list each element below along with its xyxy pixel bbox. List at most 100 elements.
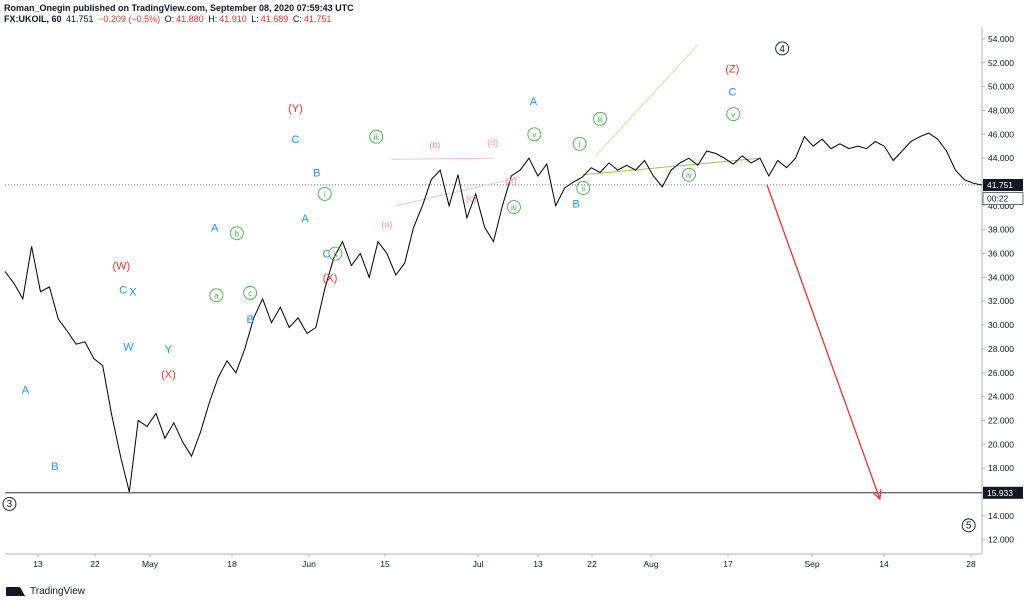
wave-label-iv-30: iv xyxy=(511,203,517,212)
y-tick-label-54.000: 54.000 xyxy=(988,34,1014,44)
wave-label-a-25: (a) xyxy=(381,220,392,230)
wave-label-b-12-circle xyxy=(229,226,244,241)
wave-label-B-18: B xyxy=(313,167,320,179)
y-tick-label-34.000: 34.000 xyxy=(988,272,1014,282)
y-tick-label-32.000: 32.000 xyxy=(988,296,1014,306)
wave-label-v-32-circle xyxy=(527,127,542,142)
y-tick-label-46.000: 46.000 xyxy=(988,129,1014,139)
wave-label-ii-22: ii xyxy=(334,250,338,259)
y-tick-label-30.000: 30.000 xyxy=(988,320,1014,330)
wave-label-Y-16: (Y) xyxy=(288,103,303,115)
close-value: 41.751 xyxy=(303,14,332,24)
open-label: O: xyxy=(164,14,175,24)
wave-label-A-11: A xyxy=(211,222,219,234)
y-tick-label-18.000: 18.000 xyxy=(988,463,1014,473)
wave-label-iv-37: iv xyxy=(686,171,692,180)
y-tick-label-40.000: 40.000 xyxy=(988,201,1014,211)
x-tick-label-Jun: Jun xyxy=(302,559,316,569)
wave-label-5-2-circle xyxy=(961,518,976,533)
wave-label-Z-38: (Z) xyxy=(725,64,739,76)
tradingview-brand: TradingView xyxy=(30,586,86,597)
wave-label-i-34: i xyxy=(579,140,581,149)
wave-label-3-0: 3 xyxy=(7,499,13,510)
wave-label-4-1: 4 xyxy=(779,44,785,55)
x-tick-label-Aug: Aug xyxy=(643,559,658,569)
wave-label-B-33: B xyxy=(572,198,579,210)
y-tick-label-20.000: 20.000 xyxy=(988,439,1014,449)
wave-label-iii-36-circle xyxy=(593,111,608,126)
y-tick-label-36.000: 36.000 xyxy=(988,249,1014,259)
chart-header: Roman_Onegin published on TradingView.co… xyxy=(4,3,354,25)
x-tick-label-17: 17 xyxy=(723,559,733,569)
trend-line-green-faint-3 xyxy=(595,44,699,157)
wave-label-v-40-circle xyxy=(726,107,741,121)
wave-label-c-27: (c) xyxy=(466,194,477,204)
symbol: FX:UKOIL, 60 xyxy=(4,14,62,24)
y-tick-label-48.000: 48.000 xyxy=(988,105,1014,115)
high-value: 41.910 xyxy=(219,14,247,24)
x-tick-label-May: May xyxy=(142,559,159,569)
trend-line-green-light-2 xyxy=(582,157,760,176)
y-tick-label-26.000: 26.000 xyxy=(988,368,1014,378)
y-tick-label-14.000: 14.000 xyxy=(988,511,1014,521)
wave-label-iii-36: iii xyxy=(597,115,603,124)
trend-line-pink-1 xyxy=(395,176,521,207)
tradingview-footer[interactable]: TradingView xyxy=(6,586,85,597)
wave-label-i-20-circle xyxy=(317,186,332,201)
high-label: H: xyxy=(208,14,218,24)
wave-label-ii-22-circle xyxy=(328,246,343,261)
x-tick-label-15: 15 xyxy=(380,559,390,569)
x-tick-label-13: 13 xyxy=(533,559,543,569)
x-tick-label-14: 14 xyxy=(879,559,889,569)
trend-line-red-arrow-4 xyxy=(766,184,881,500)
ohlc-line: FX:UKOIL, 60 41.751 −0.209 (−0.5%) O: 41.… xyxy=(4,14,354,25)
wave-label-A-3: A xyxy=(22,384,30,396)
wave-label-X-23: (X) xyxy=(323,272,338,284)
y-tick-label-24.000: 24.000 xyxy=(988,392,1014,402)
wave-label-X-7: X xyxy=(129,287,137,299)
wave-label-a-13-circle xyxy=(209,288,224,303)
x-tick-label-13: 13 xyxy=(33,559,43,569)
x-tick-label-18: 18 xyxy=(227,559,237,569)
x-tick-label-22: 22 xyxy=(90,559,100,569)
wave-label-c-14: c xyxy=(248,289,252,298)
wave-label-v-32: v xyxy=(532,131,536,140)
price-tag-last xyxy=(983,178,1023,191)
y-tick-label-12.000: 12.000 xyxy=(988,535,1014,545)
wave-label-ii-35: ii xyxy=(581,184,585,193)
wave-label-v-40: v xyxy=(731,110,735,119)
y-tick-label-22.000: 22.000 xyxy=(988,415,1014,425)
wave-label-iv-30-circle xyxy=(506,200,521,214)
x-tick-label-22: 22 xyxy=(587,559,597,569)
y-tick-label-50.000: 50.000 xyxy=(988,82,1014,92)
wave-label-i-20: i xyxy=(324,190,326,199)
price-tag-label-level: 15.933 xyxy=(987,488,1013,498)
x-tick-label-Jul: Jul xyxy=(473,559,484,569)
wave-label-iv-37-circle xyxy=(681,167,696,182)
trend-line-pink-0 xyxy=(391,157,494,160)
wave-label-ii-35-circle xyxy=(576,181,591,195)
wave-label-b-26: (b) xyxy=(429,140,440,150)
wave-label-W-5: (W) xyxy=(112,260,130,272)
price-change: −0.209 (−0.5%) xyxy=(98,14,161,24)
wave-label-4-1-circle xyxy=(775,41,790,56)
price-tag-level xyxy=(983,486,1023,499)
wave-label-a-13: a xyxy=(214,292,219,301)
low-value: 41.689 xyxy=(260,14,289,24)
tradingview-logo-icon xyxy=(6,587,25,596)
wave-label-3-0-circle xyxy=(2,496,17,511)
y-tick-label-38.000: 38.000 xyxy=(988,225,1014,235)
price-tag-label-timer: 00:22 xyxy=(987,194,1009,204)
x-tick-label-Sep: Sep xyxy=(804,559,819,569)
price-tag-label-last: 41.751 xyxy=(987,180,1013,190)
last-price: 41.751 xyxy=(66,14,94,24)
wave-label-iii-24-circle xyxy=(369,129,384,144)
wave-label-B-4: B xyxy=(51,461,58,473)
wave-label-C-39: C xyxy=(728,86,736,98)
wave-label-C-6: C xyxy=(119,284,127,296)
wave-label-A-19: A xyxy=(302,213,310,225)
wave-label-i-34-circle xyxy=(572,136,587,151)
y-tick-label-52.000: 52.000 xyxy=(988,58,1014,68)
publisher-line: Roman_Onegin published on TradingView.co… xyxy=(4,3,354,13)
